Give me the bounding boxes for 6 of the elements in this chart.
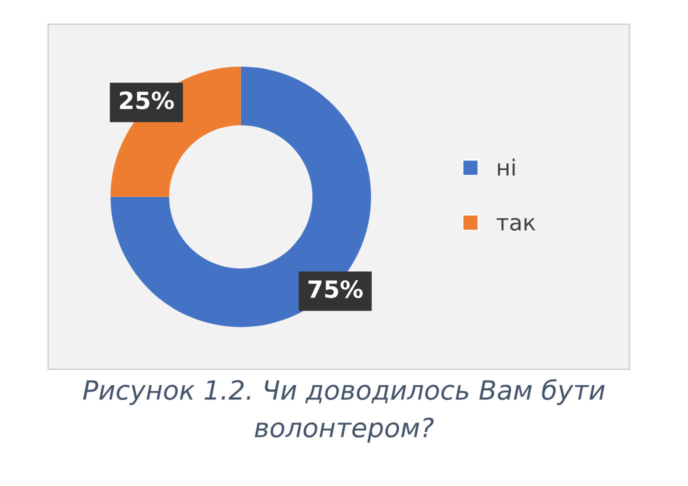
text: Рисунок 1.2. Чи доводилось Вам бути волонтером? [83, 379, 605, 443]
legend-label: ні [498, 158, 515, 176]
data-label: 75% [308, 280, 363, 298]
donut-slice [110, 66, 372, 328]
data-label: 25% [120, 91, 174, 110]
legend-label: так [496, 218, 536, 231]
